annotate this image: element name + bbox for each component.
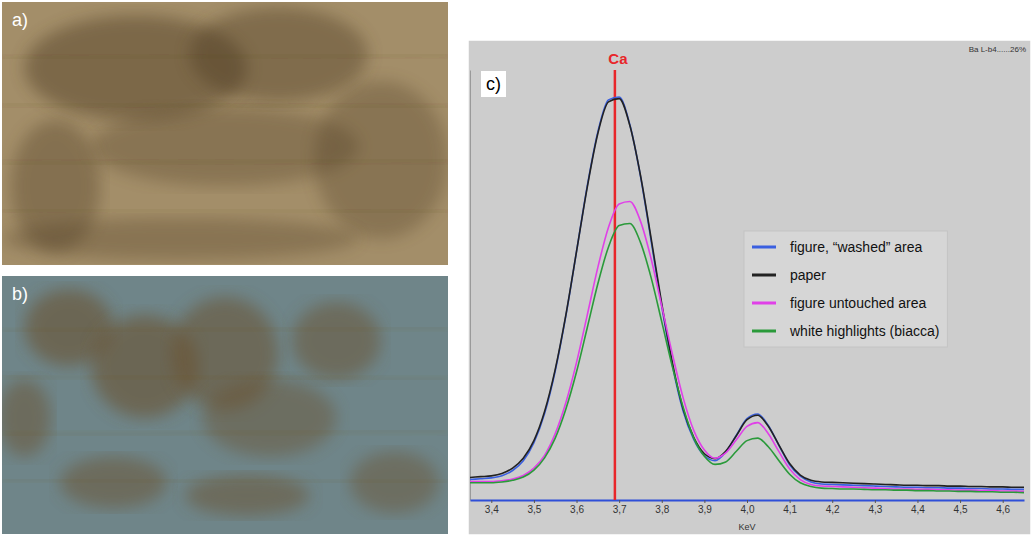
annotation-label: Ca (608, 50, 628, 67)
legend: figure, “washed” area paper figure untouch… (744, 231, 947, 347)
photo-background (2, 276, 448, 534)
x-axis: 3,4 3,5 3,6 3,7 3,8 3,9 4,0 4,1 4,2 4,3 4,4 4,5 4,6 (471, 500, 1025, 515)
x-tick: 4,3 (868, 500, 882, 515)
x-tick-label: 3,6 (570, 504, 584, 515)
photo-stain (2, 218, 359, 260)
x-tick-mark (832, 500, 833, 503)
legend-label: figure untouched area (790, 295, 926, 311)
x-tick-mark (619, 500, 620, 503)
x-tick: 4,2 (826, 500, 840, 515)
x-tick: 4,0 (741, 500, 755, 515)
x-tick-mark (534, 500, 535, 503)
x-tick-label: 4,5 (954, 504, 968, 515)
photo-stain (2, 379, 51, 456)
plot-lines (470, 97, 1024, 493)
photo-fold (2, 479, 448, 482)
x-tick: 3,7 (613, 500, 627, 515)
x-tick: 3,6 (570, 500, 584, 515)
x-tick-label: 3,9 (698, 504, 712, 515)
x-tick-mark (1003, 500, 1004, 503)
photo-background (2, 2, 448, 265)
panel-label-background (481, 71, 506, 97)
x-tick-mark (747, 500, 748, 503)
legend-swatch (752, 274, 776, 277)
x-tick-mark (577, 500, 578, 503)
figure: a) b) 3,4 3,5 3,6 3,7 3,8 3,9 4,0 4,1 4,2 4,3 4,4 4,5… (0, 0, 1032, 536)
legend-label: figure, “washed” area (790, 239, 923, 255)
photo-panel: a) (2, 2, 448, 265)
photo-fold (2, 55, 448, 59)
x-tick-label: 4,0 (741, 504, 755, 515)
panel-label: a) (12, 10, 28, 30)
legend-item: figure untouched area (752, 295, 926, 311)
legend-item: figure, “washed” area (752, 239, 923, 255)
x-tick-mark (704, 500, 705, 503)
x-tick: 3,8 (655, 500, 669, 515)
x-tick-label: 3,4 (485, 504, 499, 515)
legend-swatch (752, 246, 776, 249)
x-axis-title: KeV (738, 522, 755, 532)
panel-label: b) (12, 284, 28, 304)
photo-panel: b) (0, 276, 448, 534)
x-tick-label: 4,6 (996, 504, 1010, 515)
x-tick-label: 3,8 (655, 504, 669, 515)
photo-stain (292, 302, 381, 379)
legend-item: white highlights (biacca) (752, 323, 939, 339)
series-line (470, 224, 1024, 493)
photo-fold (2, 160, 448, 164)
photo-stain (203, 379, 337, 456)
legend-label: white highlights (biacca) (789, 323, 939, 339)
photo-fold (2, 104, 448, 107)
x-tick-mark (960, 500, 961, 503)
photo-stain (60, 457, 167, 509)
x-tick: 4,5 (954, 500, 968, 515)
chart-background (468, 40, 1031, 535)
photo-fold (2, 328, 448, 332)
series-line (470, 201, 1024, 491)
photo-fold (2, 209, 448, 212)
x-tick: 3,4 (485, 500, 499, 515)
annotation-line (614, 70, 617, 500)
legend-swatch (752, 302, 776, 305)
x-tick-label: 4,2 (826, 504, 840, 515)
series-line (470, 99, 1024, 488)
legend-background (744, 231, 947, 347)
x-tick: 4,6 (996, 500, 1010, 515)
x-tick-label: 3,7 (613, 504, 627, 515)
x-tick-mark (491, 500, 492, 503)
y-axis (470, 71, 471, 501)
x-tick: 3,5 (527, 500, 541, 515)
x-tick: 3,9 (698, 500, 712, 515)
annotation-label: Ba L-b4......26% (969, 45, 1026, 54)
x-tick-mark (790, 500, 791, 503)
x-tick-mark (875, 500, 876, 503)
x-tick-label: 4,1 (783, 504, 797, 515)
x-tick: 4,1 (783, 500, 797, 515)
series-line (470, 97, 1024, 489)
x-tick-mark (917, 500, 918, 503)
y-axis-line (470, 71, 471, 501)
x-tick-label: 3,5 (527, 504, 541, 515)
x-tick-label: 4,3 (868, 504, 882, 515)
panel-label-group: c) (481, 71, 506, 97)
legend-label: paper (790, 267, 826, 283)
x-tick-label: 4,4 (911, 504, 925, 515)
x-tick: 4,4 (911, 500, 925, 515)
panel-label: c) (486, 74, 501, 94)
photo-fold (2, 376, 448, 379)
x-tick-mark (662, 500, 663, 503)
photo-fold (2, 431, 448, 435)
legend-swatch (752, 330, 776, 333)
annotation-group (614, 70, 615, 500)
legend-item: paper (752, 267, 826, 283)
